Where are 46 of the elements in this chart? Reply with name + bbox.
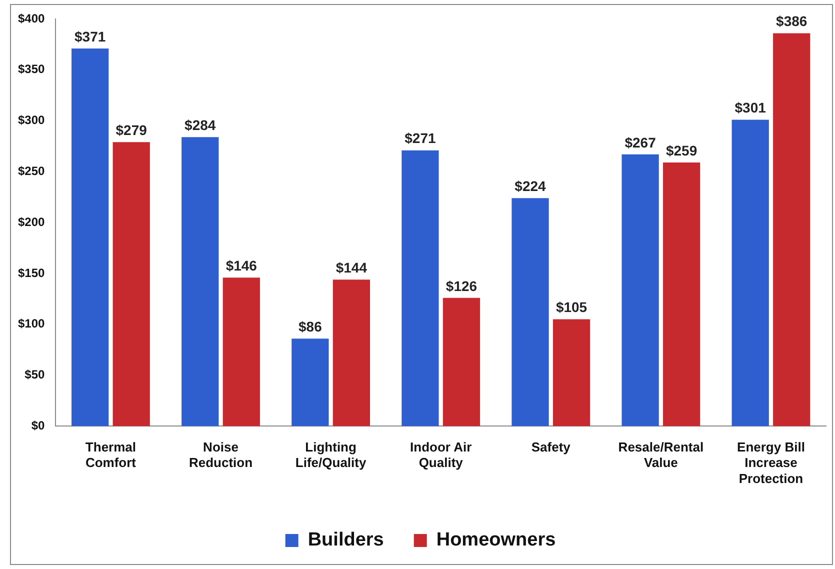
- data-label: $259: [666, 142, 698, 158]
- bar: [442, 298, 480, 426]
- bar: [512, 198, 549, 426]
- bar: [663, 162, 700, 426]
- y-tick-label: $400: [18, 11, 46, 26]
- y-tick-label: $350: [18, 62, 46, 76]
- y-tick-label: $100: [18, 316, 46, 331]
- x-tick-label: Energy Bill Increase Protection: [737, 440, 805, 486]
- x-tick-label: Indoor Air Quality: [410, 440, 472, 470]
- y-tick-label: $250: [18, 164, 46, 178]
- data-label: $86: [298, 318, 322, 335]
- x-tick-label: Safety: [531, 440, 572, 455]
- bar: [402, 150, 439, 426]
- data-label: $271: [404, 130, 436, 146]
- bar: [292, 338, 329, 426]
- data-label: $126: [446, 278, 478, 294]
- x-tick-label: Lighting Life/Quality: [295, 440, 367, 470]
- bar: [72, 48, 109, 426]
- bar: [773, 33, 810, 426]
- data-label: $371: [74, 28, 106, 44]
- data-label: $146: [226, 257, 258, 274]
- bar: [732, 120, 769, 426]
- bar: [112, 142, 150, 426]
- bar: [622, 154, 659, 426]
- x-tick-label: Noise Reduction: [188, 440, 253, 470]
- y-tick-label: $300: [18, 113, 46, 128]
- data-label: $105: [556, 299, 588, 316]
- data-label: $267: [624, 134, 656, 150]
- data-label: $144: [336, 259, 368, 276]
- data-label: $279: [116, 122, 148, 138]
- x-tick-label: Thermal Comfort: [85, 440, 137, 470]
- data-label: $224: [514, 178, 546, 194]
- data-label: $301: [734, 100, 766, 116]
- bar: [332, 280, 370, 426]
- data-label: $386: [776, 13, 808, 30]
- x-tick-label: Resale/Rental Value: [618, 440, 704, 470]
- bar: [182, 137, 219, 426]
- bar: [552, 319, 590, 426]
- y-tick-label: $0: [31, 418, 46, 433]
- y-tick-label: $50: [24, 368, 46, 382]
- legend-label: Builders: [308, 530, 384, 551]
- bar: [222, 278, 260, 426]
- legend-label: Homeowners: [436, 530, 556, 551]
- y-tick-label: $150: [18, 266, 46, 280]
- data-label: $284: [184, 116, 216, 133]
- y-tick-label: $200: [18, 214, 46, 229]
